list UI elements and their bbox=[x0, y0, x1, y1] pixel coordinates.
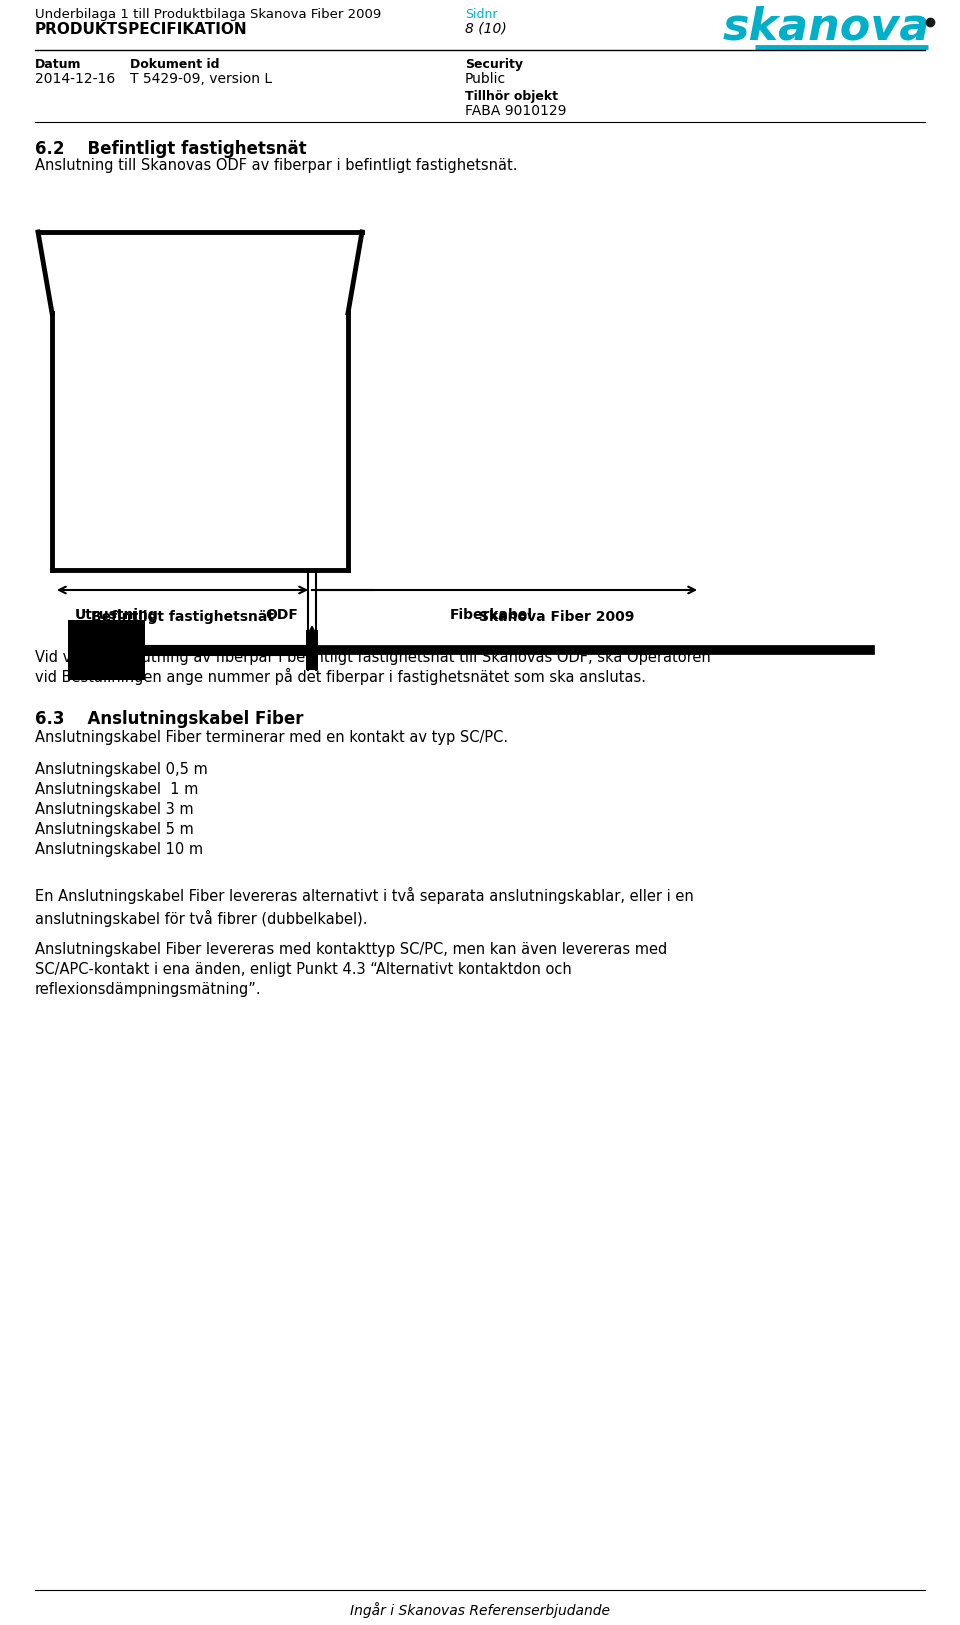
Text: Anslutningskabel 0,5 m: Anslutningskabel 0,5 m bbox=[35, 762, 207, 777]
Text: Underbilaga 1 till Produktbilaga Skanova Fiber 2009: Underbilaga 1 till Produktbilaga Skanova… bbox=[35, 8, 381, 21]
Text: Anslutningskabel 10 m: Anslutningskabel 10 m bbox=[35, 842, 204, 856]
Text: 8 (10): 8 (10) bbox=[465, 23, 507, 36]
Text: Anslutningskabel Fiber terminerar med en kontakt av typ SC/PC.: Anslutningskabel Fiber terminerar med en… bbox=[35, 730, 508, 744]
Bar bbox=[68, 621, 145, 679]
Text: En Anslutningskabel Fiber levereras alternativt i två separata anslutningskablar: En Anslutningskabel Fiber levereras alte… bbox=[35, 887, 694, 926]
Text: 6.2    Befintligt fastighetsnät: 6.2 Befintligt fastighetsnät bbox=[35, 140, 306, 158]
Text: skanova: skanova bbox=[723, 5, 930, 49]
Text: 2014-12-16: 2014-12-16 bbox=[35, 72, 115, 86]
Text: Anslutningskabel Fiber levereras med kontakttyp SC/PC, men kan även levereras me: Anslutningskabel Fiber levereras med kon… bbox=[35, 942, 667, 996]
Text: ODF: ODF bbox=[265, 608, 298, 622]
Text: Anslutning till Skanovas ODF av fiberpar i befintligt fastighetsnät.: Anslutning till Skanovas ODF av fiberpar… bbox=[35, 158, 517, 172]
Text: Ingår i Skanovas Referenserbjudande: Ingår i Skanovas Referenserbjudande bbox=[350, 1602, 610, 1618]
Text: Tillhör objekt: Tillhör objekt bbox=[465, 89, 558, 102]
Text: Skanova Fiber 2009: Skanova Fiber 2009 bbox=[479, 609, 635, 624]
Text: Anslutningskabel 3 m: Anslutningskabel 3 m bbox=[35, 803, 194, 817]
Text: Sidnr: Sidnr bbox=[465, 8, 497, 21]
Text: Dokument id: Dokument id bbox=[130, 58, 220, 72]
Text: Fiberkabel: Fiberkabel bbox=[450, 608, 533, 622]
Text: Anslutningskabel 5 m: Anslutningskabel 5 m bbox=[35, 822, 194, 837]
Bar bbox=[306, 630, 318, 670]
Text: Anslutningskabel  1 m: Anslutningskabel 1 m bbox=[35, 782, 199, 796]
Text: Befintligt fastighetsnät: Befintligt fastighetsnät bbox=[91, 609, 274, 624]
Text: Vid val av anslutning av fiberpar i befintligt fastighetsnät till Skanovas ODF, : Vid val av anslutning av fiberpar i befi… bbox=[35, 650, 710, 665]
Text: 6.3    Anslutningskabel Fiber: 6.3 Anslutningskabel Fiber bbox=[35, 710, 303, 728]
Text: Public: Public bbox=[465, 72, 506, 86]
Text: Datum: Datum bbox=[35, 58, 82, 72]
Text: T 5429-09, version L: T 5429-09, version L bbox=[130, 72, 272, 86]
Text: Security: Security bbox=[465, 58, 523, 72]
Text: Utrustning: Utrustning bbox=[75, 608, 158, 622]
Text: vid Beställningen ange nummer på det fiberpar i fastighetsnätet som ska anslutas: vid Beställningen ange nummer på det fib… bbox=[35, 668, 646, 686]
Text: PRODUKTSPECIFIKATION: PRODUKTSPECIFIKATION bbox=[35, 23, 248, 37]
Text: FABA 9010129: FABA 9010129 bbox=[465, 104, 566, 119]
